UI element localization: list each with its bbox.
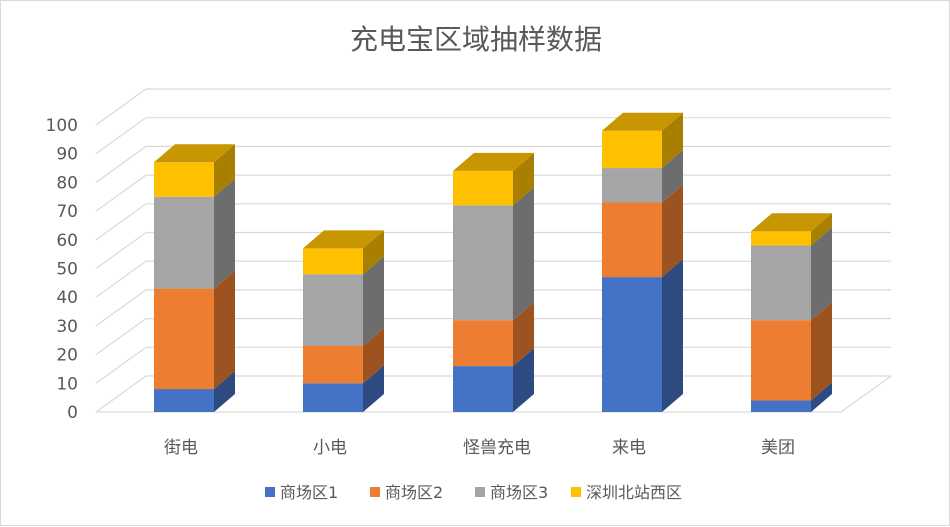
x-category-label: 怪兽充电 — [463, 438, 531, 458]
bar-segment — [751, 227, 832, 321]
bar-segment — [453, 348, 534, 412]
y-tick-label: 20 — [56, 346, 78, 366]
bar-segment — [751, 382, 832, 412]
bar-segment — [453, 152, 534, 206]
y-tick-label: 40 — [56, 288, 78, 308]
legend-item: 商场区2 — [370, 483, 443, 502]
y-tick-label: 30 — [56, 317, 78, 337]
y-tick-label: 0 — [67, 403, 78, 423]
legend-item: 商场区1 — [265, 483, 338, 502]
legend-swatch — [265, 487, 275, 497]
y-tick-label: 90 — [56, 145, 78, 165]
gridline — [95, 117, 891, 155]
y-tick-label: 70 — [56, 202, 78, 222]
bar-segment — [751, 213, 832, 246]
gridline — [95, 88, 891, 126]
bar-stack — [602, 112, 683, 412]
bar-stack — [154, 144, 235, 412]
y-tick-label: 100 — [46, 116, 78, 136]
bars — [154, 112, 832, 412]
bar-segment — [303, 230, 384, 275]
bar-segment — [602, 259, 683, 412]
legend-item: 商场区3 — [475, 483, 548, 502]
bar-segment — [303, 327, 384, 384]
y-tick-label: 10 — [56, 374, 78, 394]
y-tick-label: 50 — [56, 260, 78, 280]
legend-item: 深圳北站西区 — [571, 483, 682, 502]
y-axis-ticks: 0 10 20 30 40 50 60 70 80 90 100 — [46, 116, 78, 423]
legend-swatch — [571, 487, 581, 497]
y-tick-label: 80 — [56, 173, 78, 193]
bar-stack — [303, 230, 384, 412]
chart-title: 充电宝区域抽样数据 — [350, 23, 602, 56]
legend-label: 商场区2 — [385, 483, 443, 502]
bar-segment — [602, 184, 683, 278]
legend-label: 商场区3 — [490, 483, 548, 502]
legend-swatch — [475, 487, 485, 497]
legend: 商场区1 商场区2 商场区3 深圳北站西区 — [265, 483, 682, 502]
x-category-label: 街电 — [164, 438, 198, 458]
gridline — [95, 145, 891, 183]
legend-label: 深圳北站西区 — [586, 483, 682, 502]
bar-segment — [154, 178, 235, 289]
bar-segment — [751, 302, 832, 401]
bar-segment — [602, 150, 683, 203]
x-category-label: 来电 — [612, 438, 646, 458]
x-category-label: 美团 — [761, 438, 795, 458]
bar-segment — [303, 365, 384, 412]
bar-segment — [602, 112, 683, 169]
legend-swatch — [370, 487, 380, 497]
legend-label: 商场区1 — [280, 483, 338, 502]
x-axis-categories: 街电 小电 怪兽充电 来电 美团 — [164, 438, 795, 458]
bar-segment — [453, 187, 534, 321]
bar-stack — [751, 213, 832, 412]
bar-segment — [154, 144, 235, 197]
bar-segment — [154, 371, 235, 412]
bar-segment — [303, 256, 384, 346]
bar-segment — [453, 302, 534, 367]
x-category-label: 小电 — [313, 438, 347, 458]
bar-stack — [453, 152, 534, 412]
bar-segment — [154, 270, 235, 390]
y-tick-label: 60 — [56, 231, 78, 251]
